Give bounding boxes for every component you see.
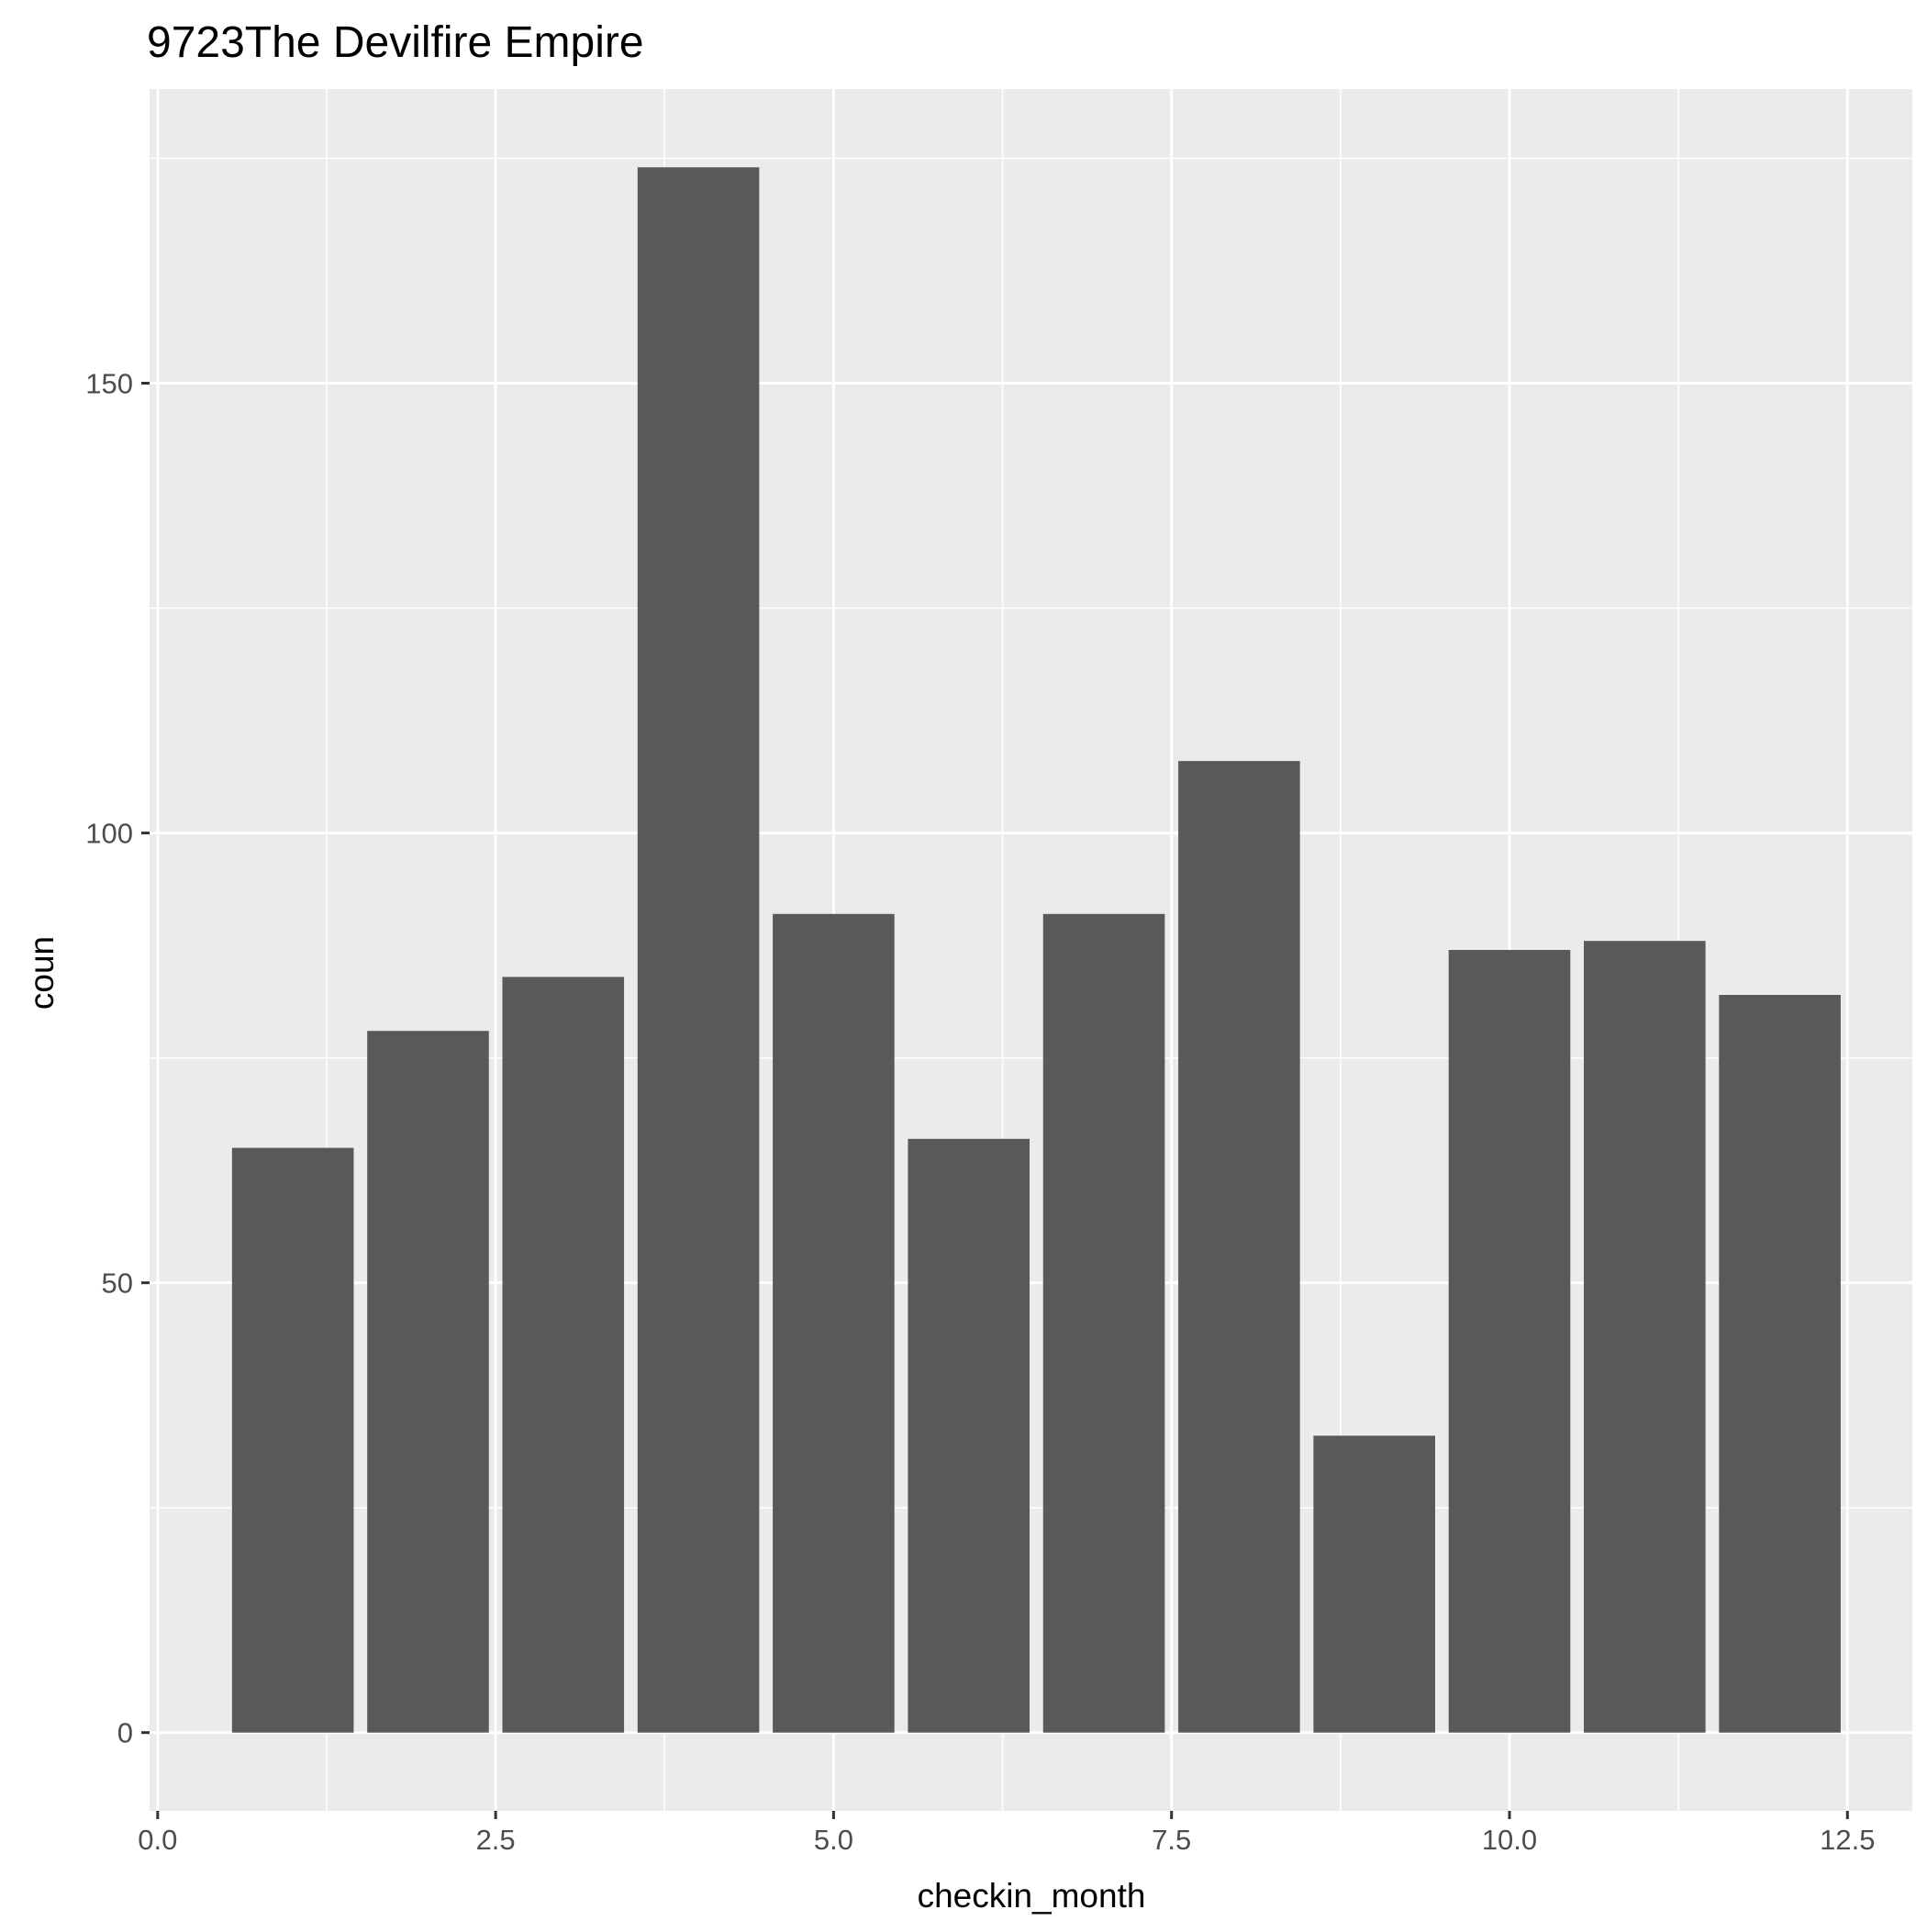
bar-month-10 (1448, 950, 1571, 1733)
bar-month-2 (367, 1031, 489, 1733)
x-tick-label: 12.5 (1820, 1824, 1875, 1856)
x-tick-label: 7.5 (1152, 1824, 1191, 1856)
bar-month-5 (773, 913, 895, 1733)
x-tick-label: 5.0 (814, 1824, 853, 1856)
y-tick-label: 150 (85, 368, 133, 400)
x-tick-label: 2.5 (476, 1824, 516, 1856)
bar-month-11 (1584, 941, 1706, 1733)
y-axis: 0 50 100 150 (85, 368, 150, 1749)
bar-month-8 (1178, 761, 1300, 1733)
bar-month-3 (502, 977, 625, 1733)
y-axis-title: coun (23, 936, 61, 1010)
x-tick-label: 10.0 (1482, 1824, 1537, 1856)
y-tick-label: 50 (102, 1268, 133, 1300)
bar-month-7 (1042, 913, 1165, 1733)
y-tick-label: 0 (117, 1717, 133, 1749)
bar-month-9 (1313, 1435, 1435, 1733)
x-axis: 0.0 2.5 5.0 7.5 10.0 12.5 (138, 1811, 1875, 1856)
bar-month-1 (231, 1147, 354, 1733)
chart-title: 9723The Devilfire Empire (147, 18, 644, 67)
bars (231, 167, 1841, 1733)
x-tick-label: 0.0 (138, 1824, 177, 1856)
bar-month-4 (637, 167, 760, 1733)
bar-month-12 (1719, 995, 1841, 1733)
y-tick-label: 100 (85, 818, 133, 850)
bar-month-6 (908, 1138, 1030, 1733)
x-axis-title: checkin_month (918, 1877, 1146, 1915)
